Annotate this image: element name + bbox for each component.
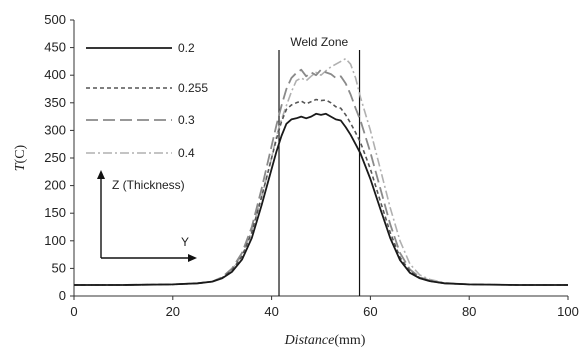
series-layer: [74, 57, 568, 286]
y-axis-title-name: T: [13, 162, 28, 171]
x-tick-label: 0: [70, 304, 77, 319]
x-tick-label: 60: [363, 304, 377, 319]
x-tick-label: 40: [264, 304, 278, 319]
series-line-0-4: [74, 57, 568, 286]
legend-label-0-255: 0.255: [178, 81, 208, 95]
series-line-0-3: [74, 68, 568, 286]
y-tick-label: 350: [44, 95, 66, 110]
y-axis-title: T(C): [13, 144, 28, 171]
legend-label-0-4: 0.4: [178, 146, 195, 160]
z-thickness-label: Z (Thickness): [112, 178, 185, 192]
x-axis-title: Distance(mm): [284, 333, 366, 348]
y-tick-label: 0: [59, 288, 66, 303]
y-tick-label: 150: [44, 205, 66, 220]
y-axis-title-unit: (C): [13, 144, 28, 163]
series-line-0-255: [74, 98, 568, 286]
axis-labels: Distance(mm) T(C): [13, 144, 366, 348]
chart-annotations: Weld Zone Z (Thickness) Y: [97, 35, 361, 296]
y-axis-arrowhead: [188, 254, 197, 262]
legend-label-0-3: 0.3: [178, 113, 195, 127]
y-tick-label: 400: [44, 67, 66, 82]
x-tick-label: 80: [462, 304, 476, 319]
x-tick-label: 20: [166, 304, 180, 319]
x-tick-label: 100: [557, 304, 579, 319]
y-tick-label: 250: [44, 150, 66, 165]
y-tick-label: 50: [52, 260, 66, 275]
chart-axes: 0 50 100 150 200 250 300 350 400 450 500 0 20 40 60 80 1…: [44, 12, 579, 319]
weld-zone-label: Weld Zone: [290, 35, 348, 49]
x-axis-title-name: Distance: [284, 333, 335, 348]
y-tick-label: 300: [44, 122, 66, 137]
y-tick-label: 450: [44, 40, 66, 55]
legend-label-0-2: 0.2: [178, 41, 195, 55]
y-tick-label: 200: [44, 178, 66, 193]
y-tick-label: 500: [44, 12, 66, 27]
y-direction-label: Y: [181, 235, 189, 249]
series-line-0-2: [74, 112, 568, 286]
y-tick-label: 100: [44, 233, 66, 248]
x-axis-title-unit: (mm): [334, 333, 365, 348]
legend: 0.2 0.255 0.3 0.4: [86, 41, 208, 160]
z-axis-arrowhead: [97, 170, 105, 179]
